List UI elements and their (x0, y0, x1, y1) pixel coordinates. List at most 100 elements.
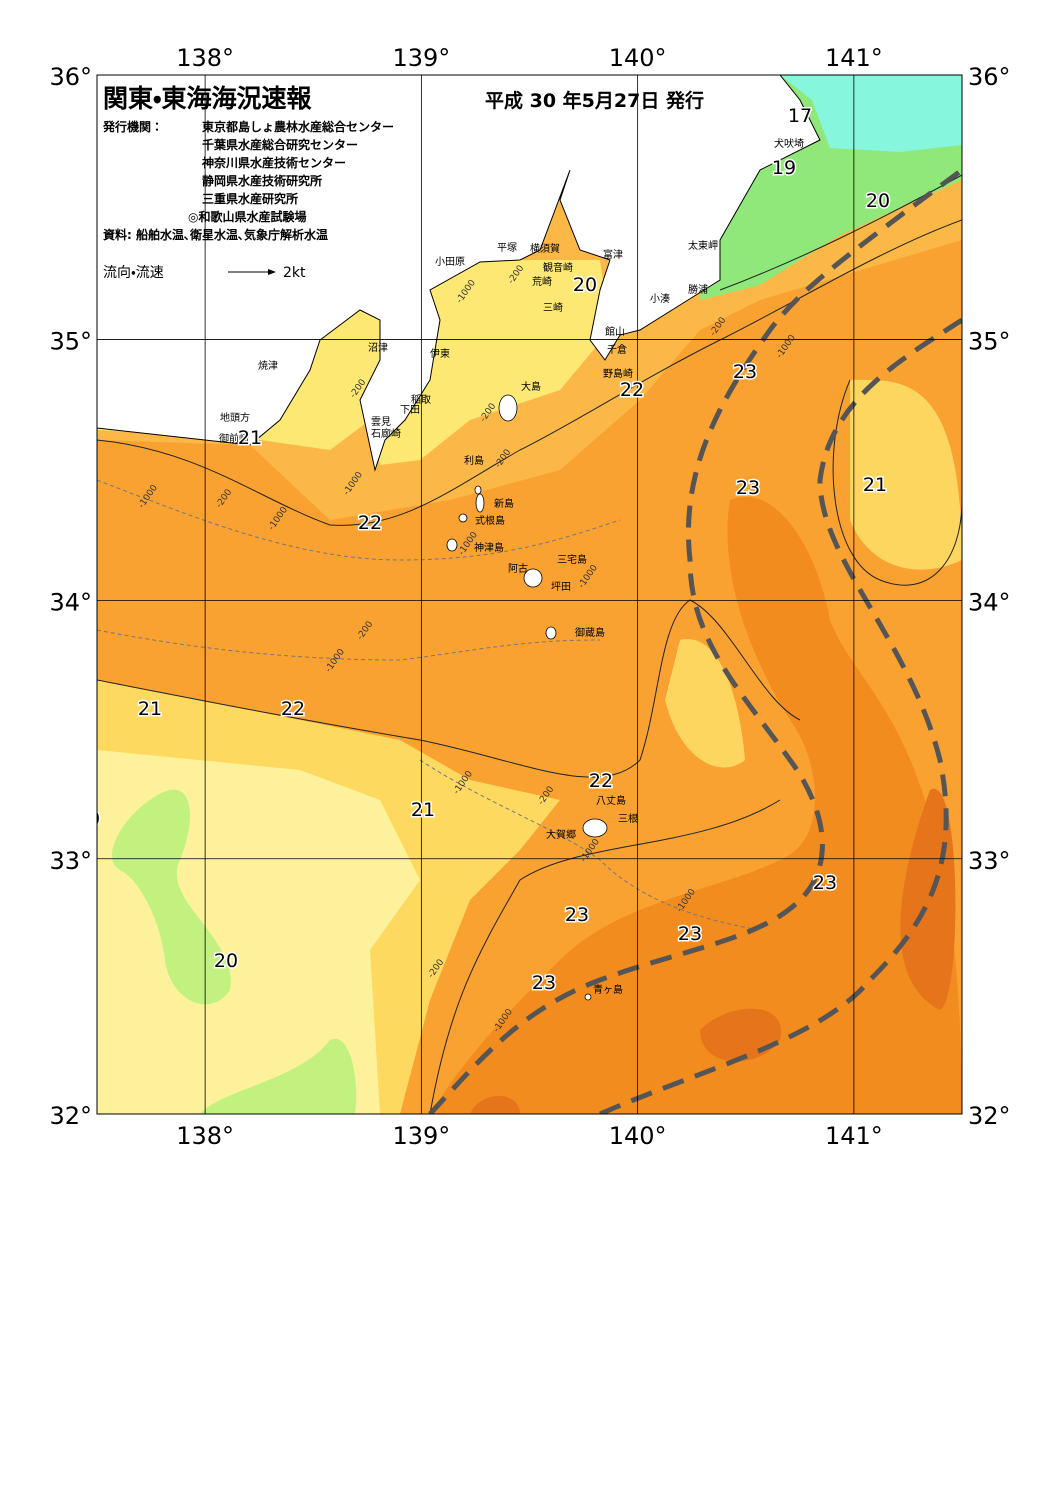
place-name: 雲見 (371, 416, 391, 428)
place-name: 伊東 (430, 347, 450, 360)
water-band (111, 789, 231, 1005)
lat-tick-label: 32° (49, 1102, 92, 1130)
isotherm-label: 23 (532, 972, 556, 994)
water-band (780, 75, 962, 152)
map-frame (96, 74, 963, 1115)
place-name: 三宅島 (557, 553, 587, 566)
place-name: 平塚 (497, 242, 517, 254)
issuer: 東京都島しょ農林水産総合センター (202, 119, 394, 134)
lon-tick-label: 138° (176, 44, 234, 72)
lon-tick-label: 139° (392, 1122, 450, 1150)
water-band (850, 379, 962, 570)
water-band (665, 639, 745, 768)
lon-tick-label: 139° (392, 44, 450, 72)
place-name: 小湊 (650, 292, 670, 305)
issuer: ◎和歌山県水産試験場 (188, 209, 306, 224)
title: 関東・東海海況速報 (103, 84, 313, 113)
legend-speed: 2kt (283, 265, 306, 281)
islands (446, 394, 608, 1001)
isotherm-label: 21 (863, 474, 887, 496)
place-name: 八丈島 (596, 794, 626, 807)
isotherm-label: 22 (620, 379, 644, 401)
place-name: 勝浦 (688, 283, 708, 296)
place-name: 犬吠埼 (774, 137, 804, 150)
isotherm-label: 21 (138, 698, 162, 720)
place-name: 荒崎 (532, 275, 552, 288)
place-name: 地頭方 (220, 411, 250, 424)
place-name: 御蔵島 (575, 626, 605, 639)
place-name: 青ヶ島 (593, 983, 623, 996)
isotherm-label: 19 (772, 157, 796, 179)
lon-tick-label: 140° (609, 44, 667, 72)
isotherm-label: 21 (411, 799, 435, 821)
issuer-label: 発行機関： (102, 119, 163, 134)
place-name: 神津島 (474, 541, 504, 554)
isotherm-label: 20 (214, 950, 238, 972)
isotherm-label: 22 (358, 512, 382, 534)
place-name: 太東岬 (688, 239, 718, 252)
place-name: 三根 (618, 812, 638, 825)
place-name: 館山 (605, 325, 625, 338)
place-name: 利島 (464, 454, 484, 467)
isotherm-label: 23 (813, 872, 837, 894)
place-name: 大島 (521, 380, 541, 393)
place-name: 観音崎 (543, 261, 573, 274)
place-name: 三崎 (543, 301, 563, 314)
place-name: 稲取 (411, 394, 431, 406)
legend-label: 流向・流速 (103, 265, 164, 281)
isotherm-label: 22 (281, 698, 305, 720)
lat-tick-label: 33° (968, 847, 1011, 875)
lat-tick-label: 34° (968, 589, 1011, 617)
isotherm-label: 22 (589, 770, 613, 792)
lat-tick-label: 35° (968, 327, 1011, 355)
water-band (470, 1096, 520, 1114)
lon-tick-label: 141° (825, 1122, 883, 1150)
isotherm-label: 20 (866, 190, 890, 212)
place-name: 阿古 (508, 562, 528, 575)
land (97, 75, 821, 472)
water-band (900, 788, 956, 1010)
issuer: 千葉県水産総合研究センター (202, 137, 358, 152)
graticule (97, 75, 962, 1114)
place-name: 石廊崎 (371, 427, 401, 440)
isotherm-label: 23 (678, 923, 702, 945)
isotherms (97, 174, 962, 1114)
issuer: 静岡県水産技術研究所 (202, 173, 322, 188)
place-name: 焼津 (258, 360, 278, 372)
place-name: 下田 (400, 405, 420, 416)
isotherm-label: 23 (736, 477, 760, 499)
lon-tick-label: 141° (825, 44, 883, 72)
isobaths (97, 479, 761, 931)
place-name: 富津 (603, 248, 623, 261)
isotherm-label: 17 (788, 105, 812, 127)
lat-tick-label: 34° (49, 589, 92, 617)
issuer: 三重県水産研究所 (202, 191, 298, 206)
source: 資料: 船舶水温､衛星水温､気象庁解析水温 (103, 227, 328, 242)
water-band (200, 1038, 357, 1114)
lat-tick-label: 36° (968, 63, 1011, 91)
place-name: 坪田 (551, 580, 571, 593)
kuroshio-axis (428, 167, 962, 1114)
place-name: 千倉 (607, 344, 627, 356)
issue-date: 平成 30 年5月27日 発行 (485, 89, 704, 112)
isotherm-label: 21 (238, 427, 262, 449)
isotherm-label: 23 (565, 904, 589, 926)
isotherm-label: 23 (733, 361, 757, 383)
lon-tick-label: 138° (176, 1122, 234, 1150)
isotherm-label: 20 (76, 808, 100, 830)
isotherm-label: 20 (573, 274, 597, 296)
place-name: 新島 (494, 497, 514, 510)
place-name: 沼津 (368, 341, 388, 354)
place-name: 大賀郷 (546, 828, 576, 841)
place-name: 御前崎 (219, 432, 249, 445)
place-name: 式根島 (475, 514, 505, 527)
place-name: 小田原 (435, 256, 465, 268)
place-name: 野島崎 (603, 367, 633, 380)
place-name: 横須賀 (530, 242, 560, 255)
issuer: 神奈川県水産技術センター (201, 155, 346, 170)
water-band (430, 496, 962, 1114)
lat-tick-label: 33° (49, 847, 92, 875)
